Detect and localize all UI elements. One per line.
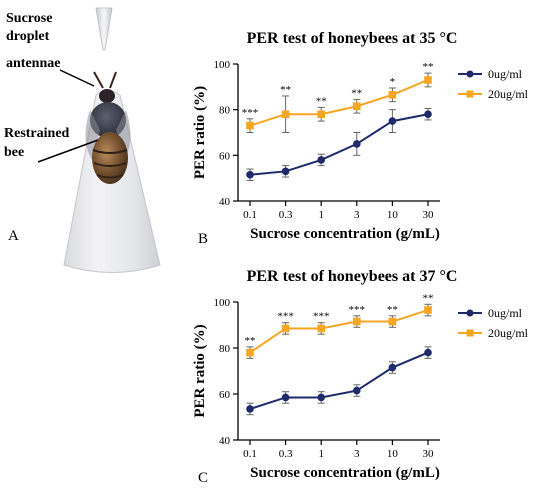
bee-pointer [37, 139, 99, 163]
x-tick-label: 0.1 [243, 209, 257, 221]
legend-label: 20ug/ml [488, 87, 529, 101]
data-point [353, 386, 361, 395]
panel-letter-a: A [8, 228, 19, 244]
data-point [353, 317, 361, 326]
bee-icon [85, 71, 131, 184]
y-tick-label: 40 [219, 196, 231, 208]
significance-label: ** [280, 84, 291, 96]
y-axis-label: PER ratio (%) [192, 324, 208, 417]
data-point [246, 348, 254, 357]
data-point [281, 110, 290, 119]
data-point [353, 140, 361, 148]
y-tick-label: 100 [214, 297, 231, 309]
x-tick-label: 0.3 [279, 448, 293, 460]
legend-label: 0ug/ml [488, 306, 523, 320]
significance-label: * [390, 76, 396, 88]
x-tick-label: 10 [387, 448, 399, 460]
significance-label: ** [423, 292, 434, 304]
data-point [317, 393, 326, 402]
significance-label: ** [245, 335, 256, 347]
data-point [424, 76, 432, 84]
x-tick-label: 10 [387, 209, 399, 221]
significance-label: ** [316, 95, 327, 107]
data-point [388, 317, 397, 326]
y-tick-label: 60 [219, 389, 231, 401]
significance-label: ** [351, 87, 362, 99]
legend-label: 0ug/ml [488, 67, 523, 81]
chart-title: PER test of honeybees at 37 °C [247, 268, 458, 285]
data-point [424, 348, 432, 357]
series-line [249, 79, 429, 127]
label-restrained: Restrained [4, 126, 70, 141]
label-bee: bee [4, 145, 24, 160]
data-point [388, 91, 397, 99]
data-point [388, 117, 397, 125]
legend-marker [466, 70, 474, 78]
data-point [281, 393, 290, 402]
data-point [317, 324, 325, 333]
data-point [424, 110, 432, 119]
legend-label: 20ug/ml [488, 326, 529, 340]
y-tick-label: 40 [219, 435, 231, 447]
label-sucrose: Sucrose [6, 11, 52, 26]
data-point [281, 167, 290, 176]
y-axis-label: PER ratio (%) [192, 86, 208, 179]
x-tick-label: 1 [318, 209, 324, 221]
pipette-tip [95, 7, 113, 51]
significance-label: *** [277, 311, 294, 323]
data-point [424, 306, 432, 314]
panel-letter: C [198, 470, 208, 486]
y-tick-label: 60 [219, 150, 231, 162]
x-axis-label: Sucrose concentration (g/mL) [250, 465, 440, 481]
x-tick-label: 0.1 [243, 448, 257, 460]
legend-marker [466, 309, 474, 317]
x-tick-label: 30 [423, 448, 435, 460]
data-point [353, 102, 361, 111]
x-tick-label: 0.3 [279, 209, 293, 221]
series-line [249, 351, 429, 410]
significance-label: *** [313, 311, 330, 323]
data-point [317, 156, 326, 164]
chart-title: PER test of honeybees at 35 °C [247, 30, 458, 47]
series-line [249, 309, 429, 354]
data-point [246, 121, 254, 130]
x-tick-label: 30 [423, 209, 435, 221]
legend-marker [466, 90, 474, 98]
label-droplet: droplet [6, 29, 50, 44]
legend-marker [466, 329, 474, 337]
significance-label: *** [242, 107, 259, 119]
y-tick-label: 80 [219, 343, 231, 355]
label-antennae: antennae [6, 56, 60, 71]
data-point [246, 405, 254, 413]
chart-panel-c: PER test of honeybees at 37 °C 40 60 80 100 0… [192, 268, 529, 486]
significance-label: *** [349, 304, 366, 316]
antennae-pointer [59, 69, 95, 87]
significance-label: ** [423, 61, 434, 73]
x-tick-label: 3 [354, 448, 360, 460]
x-tick-label: 1 [318, 448, 324, 460]
data-point [388, 363, 397, 372]
x-axis-label: Sucrose concentration (g/mL) [250, 226, 440, 242]
panel-letter: B [198, 231, 208, 247]
chart-panel-b: PER test of honeybees at 35 °C 40 60 80 100 0… [192, 30, 529, 247]
significance-label: ** [387, 304, 398, 316]
series-line [249, 113, 429, 176]
y-tick-label: 80 [219, 105, 231, 117]
data-point [281, 324, 290, 333]
x-tick-label: 3 [354, 209, 360, 221]
y-tick-label: 100 [214, 59, 231, 71]
data-point [317, 110, 325, 119]
panel-a: Sucrose droplet antennae Restrained bee … [4, 7, 161, 273]
data-point [246, 170, 254, 179]
